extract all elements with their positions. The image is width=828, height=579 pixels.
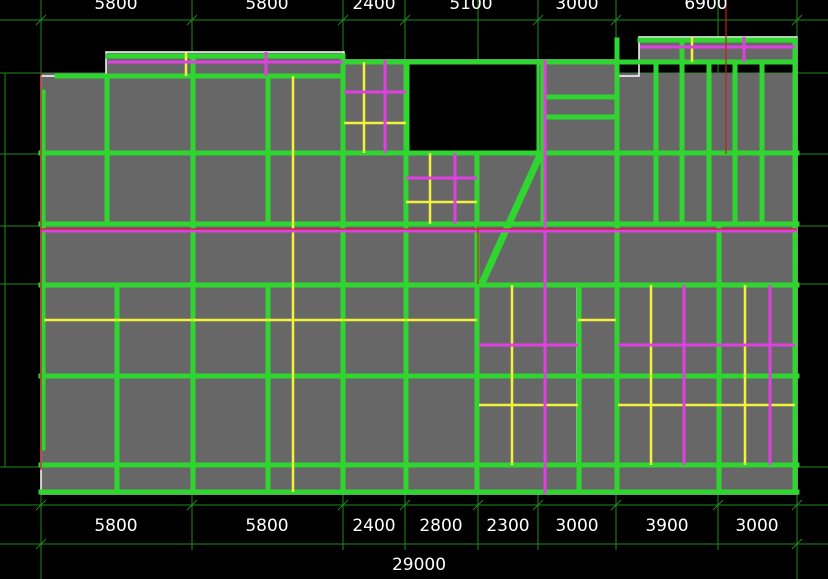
green-beams [38, 37, 800, 495]
floor-opening [406, 61, 540, 154]
bottom-dim-5: 2300 [486, 516, 529, 536]
top-dim-4: 5100 [449, 0, 492, 14]
total-dim: 29000 [392, 555, 446, 575]
bottom-dim-7: 3900 [645, 516, 688, 536]
bottom-dimension-labels: 5800 5800 2400 2800 2300 3000 3900 3000 … [94, 516, 778, 575]
yellow-beams [44, 37, 795, 492]
bottom-dim-8: 3000 [735, 516, 778, 536]
bottom-dim-2: 5800 [245, 516, 288, 536]
top-dim-6: 6900 [684, 0, 727, 14]
bottom-dim-3: 2400 [352, 516, 395, 536]
magenta-beams [41, 37, 797, 494]
top-dimension-labels: 5800 5800 2400 5100 3000 6900 [94, 0, 727, 14]
top-dim-1: 5800 [94, 0, 137, 14]
dimension-ticks [35, 14, 803, 550]
red-axis-lines [40, 0, 797, 470]
bottom-dim-1: 5800 [94, 516, 137, 536]
top-dim-3: 2400 [352, 0, 395, 14]
bottom-dim-6: 3000 [555, 516, 598, 536]
top-dim-5: 3000 [555, 0, 598, 14]
top-dim-2: 5800 [245, 0, 288, 14]
bottom-dim-4: 2800 [419, 516, 462, 536]
